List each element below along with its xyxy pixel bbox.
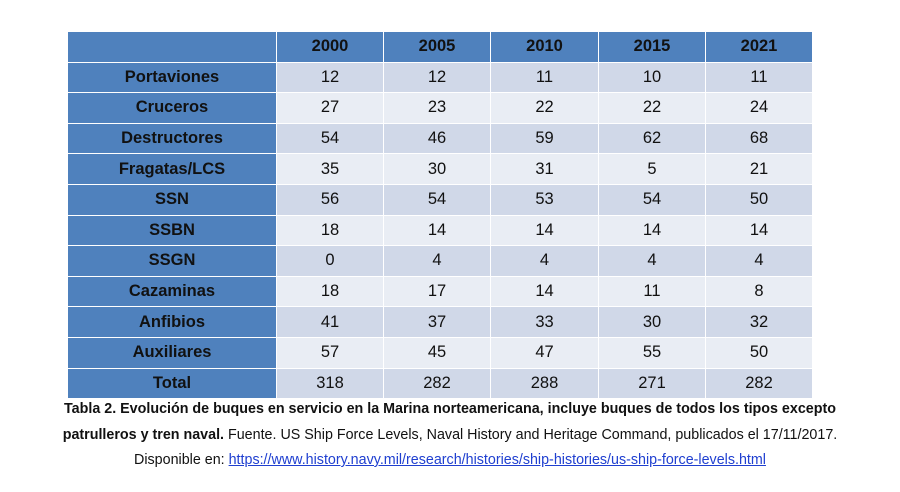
- caption-title: Tabla 2. Evolución de buques en servicio…: [62, 401, 836, 443]
- table-cell: 30: [598, 306, 706, 338]
- table-row: SSN 56 54 53 54 50: [67, 183, 813, 216]
- table-cell: 11: [490, 61, 599, 94]
- table-cell: 22: [490, 92, 599, 124]
- row-label: SSBN: [67, 214, 277, 247]
- table-cell: 11: [705, 61, 813, 94]
- table-cell: 62: [598, 122, 706, 155]
- table-cell: 4: [383, 245, 491, 277]
- table-cell: 11: [598, 275, 706, 308]
- table-cell: 4: [598, 245, 706, 277]
- table-cell: 59: [490, 122, 599, 155]
- table-cell: 35: [276, 153, 384, 185]
- table-cell: 47: [490, 336, 599, 369]
- table-cell: 18: [276, 275, 384, 308]
- source-link[interactable]: https://www.history.navy.mil/research/hi…: [228, 452, 766, 468]
- table-row: Anfibios 41 37 33 30 32: [67, 306, 813, 338]
- table-cell: 5: [598, 153, 706, 185]
- table-cell: 0: [276, 245, 384, 277]
- table-cell: 12: [383, 61, 491, 94]
- table-row: Destructores 54 46 59 62 68: [67, 122, 813, 155]
- column-header: 2000: [276, 31, 384, 63]
- table-cell: 14: [383, 214, 491, 247]
- table-cell: 17: [383, 275, 491, 308]
- table-cell: 50: [705, 183, 813, 216]
- row-label: Fragatas/LCS: [67, 153, 277, 185]
- table-cell: 54: [383, 183, 491, 216]
- table-cell: 14: [598, 214, 706, 247]
- table-cell: 14: [490, 214, 599, 247]
- row-label: Cazaminas: [67, 275, 277, 308]
- table-cell: 57: [276, 336, 384, 369]
- row-label: Anfibios: [67, 306, 277, 338]
- table-cell: 46: [383, 122, 491, 155]
- row-label: Auxiliares: [67, 336, 277, 369]
- caption-source: Fuente. US Ship Force Levels, Naval Hist…: [134, 426, 838, 469]
- table-row: Cruceros 27 23 22 22 24: [67, 92, 813, 124]
- table-cell: 18: [276, 214, 384, 247]
- table-row: SSBN 18 14 14 14 14: [67, 214, 813, 247]
- row-label: Total: [67, 367, 277, 400]
- corner-cell: [67, 31, 277, 63]
- table-caption: Tabla 2. Evolución de buques en servicio…: [40, 397, 860, 474]
- table-cell: 27: [276, 92, 384, 124]
- table-cell: 33: [490, 306, 599, 338]
- table-cell: 45: [383, 336, 491, 369]
- table-cell: 288: [490, 367, 599, 400]
- table-cell: 41: [276, 306, 384, 338]
- table-cell: 8: [705, 275, 813, 308]
- table-row: Cazaminas 18 17 14 11 8: [67, 275, 813, 308]
- table-row: Total 318 282 288 271 282: [67, 367, 813, 400]
- table-cell: 10: [598, 61, 706, 94]
- table-cell: 54: [598, 183, 706, 216]
- table-cell: 53: [490, 183, 599, 216]
- row-label: Cruceros: [67, 92, 277, 124]
- table-cell: 318: [276, 367, 384, 400]
- column-header: 2015: [598, 31, 706, 63]
- row-label: Destructores: [67, 122, 277, 155]
- column-header: 2010: [490, 31, 599, 63]
- column-header: 2021: [705, 31, 813, 63]
- row-label: Portaviones: [67, 61, 277, 94]
- table-row: Fragatas/LCS 35 30 31 5 21: [67, 153, 813, 185]
- table-row: Auxiliares 57 45 47 55 50: [67, 336, 813, 369]
- table-cell: 4: [490, 245, 599, 277]
- table-cell: 4: [705, 245, 813, 277]
- table-cell: 282: [705, 367, 813, 400]
- table-cell: 54: [276, 122, 384, 155]
- table-cell: 21: [705, 153, 813, 185]
- table-cell: 30: [383, 153, 491, 185]
- table-cell: 50: [705, 336, 813, 369]
- ship-force-table: 2000 2005 2010 2015 2021 Portaviones 12 12…: [67, 31, 813, 400]
- table-cell: 12: [276, 61, 384, 94]
- table-body: Portaviones 12 12 11 10 11 Cruceros 27 23 22 22 24 D…: [67, 61, 813, 400]
- column-header: 2005: [383, 31, 491, 63]
- table-cell: 37: [383, 306, 491, 338]
- table-row: SSGN 0 4 4 4 4: [67, 245, 813, 277]
- table-cell: 68: [705, 122, 813, 155]
- table-row: Portaviones 12 12 11 10 11: [67, 61, 813, 94]
- table-cell: 282: [383, 367, 491, 400]
- table-cell: 24: [705, 92, 813, 124]
- table-cell: 32: [705, 306, 813, 338]
- row-label: SSGN: [67, 245, 277, 277]
- row-label: SSN: [67, 183, 277, 216]
- table-cell: 55: [598, 336, 706, 369]
- table-cell: 14: [490, 275, 599, 308]
- table-cell: 271: [598, 367, 706, 400]
- table-cell: 56: [276, 183, 384, 216]
- table-cell: 31: [490, 153, 599, 185]
- table-cell: 22: [598, 92, 706, 124]
- ship-force-table-container: 2000 2005 2010 2015 2021 Portaviones 12 12…: [67, 31, 813, 400]
- table-cell: 14: [705, 214, 813, 247]
- header-row: 2000 2005 2010 2015 2021: [67, 31, 813, 63]
- table-cell: 23: [383, 92, 491, 124]
